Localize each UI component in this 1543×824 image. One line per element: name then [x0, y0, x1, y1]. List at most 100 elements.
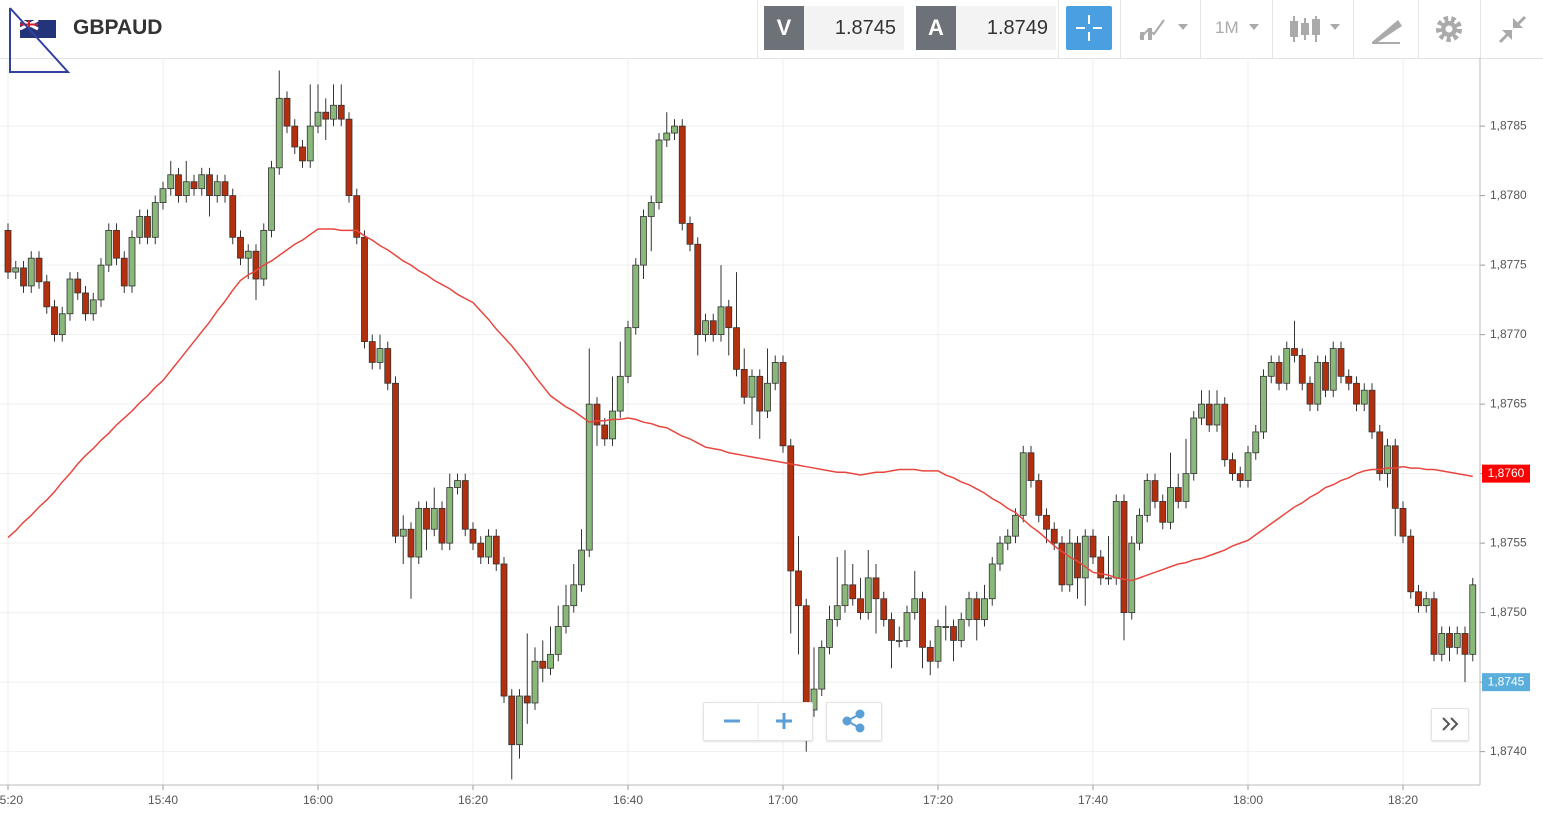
candle-body — [190, 181, 198, 190]
candle-body — [353, 195, 361, 238]
candle-body — [1267, 362, 1275, 377]
timeframe[interactable]: 1M — [1215, 18, 1239, 37]
candle-body — [1089, 535, 1097, 558]
candle-body — [500, 563, 508, 697]
settings-button[interactable] — [1432, 12, 1466, 46]
candle-body — [609, 410, 616, 440]
candle-body — [1384, 445, 1391, 475]
price-tag-label: 1,8760 — [1488, 466, 1525, 480]
x-tick-label: 18:00 — [1233, 793, 1263, 807]
candle-body — [1368, 389, 1376, 433]
candle-body — [1066, 542, 1074, 586]
separator — [1200, 0, 1201, 58]
candle-body — [1322, 362, 1329, 391]
candle-body — [1229, 459, 1236, 475]
ask-label[interactable]: A — [916, 6, 956, 50]
candle-body — [392, 382, 399, 537]
candle-body — [647, 202, 655, 217]
candle-body — [1391, 445, 1399, 509]
candle-body — [43, 281, 51, 308]
candle-body — [655, 139, 663, 203]
candle-body — [1097, 556, 1105, 579]
candle-body — [764, 382, 771, 412]
separator — [1120, 0, 1121, 58]
x-tick-label: 18:20 — [1388, 793, 1418, 807]
candle-body — [771, 362, 779, 384]
candle-type-button[interactable] — [1284, 10, 1344, 48]
symbol: GBPAUD — [73, 16, 163, 39]
candle-body — [221, 181, 229, 197]
zoom-controls — [703, 702, 813, 741]
candles — [4, 70, 1477, 780]
candle-body — [1461, 633, 1469, 655]
candle-body — [1399, 507, 1407, 537]
candle-body — [1174, 487, 1182, 502]
candle-body — [965, 598, 973, 620]
chart-type-button[interactable] — [1130, 12, 1195, 46]
candle-body — [477, 542, 485, 558]
candle-body — [229, 195, 237, 238]
candle-body — [740, 368, 748, 398]
candle-body — [826, 619, 833, 648]
candle-body — [911, 598, 919, 614]
bid-label[interactable]: V — [764, 6, 804, 50]
y-tick-label: 1,8755 — [1490, 535, 1527, 549]
candle-body — [725, 306, 733, 329]
share-button[interactable] — [826, 702, 882, 741]
candle-body — [4, 229, 12, 273]
crosshair-icon — [1076, 15, 1102, 41]
symbol-icon — [9, 7, 71, 73]
candle-body — [1120, 501, 1128, 614]
candle-body — [1136, 514, 1143, 544]
candle-body — [1345, 375, 1353, 384]
candle-body — [97, 264, 105, 301]
candle-body — [1128, 542, 1136, 614]
draw-button[interactable] — [1368, 12, 1404, 46]
candle-body — [748, 375, 756, 398]
candle-body — [934, 626, 942, 662]
candle-body — [206, 174, 213, 197]
ask-price[interactable]: 1.8749 — [956, 6, 1056, 50]
candle-body — [368, 341, 376, 363]
candle-body — [136, 216, 144, 238]
crosshair-button[interactable] — [1066, 6, 1112, 50]
candle-body — [787, 445, 795, 572]
separator — [1480, 0, 1481, 58]
candle-body — [58, 313, 66, 336]
candle-body — [1446, 633, 1453, 648]
candle-body — [919, 598, 926, 648]
candle-body — [849, 584, 857, 600]
candle-body — [1275, 362, 1283, 384]
candle-body — [1306, 382, 1314, 405]
candle-body — [709, 320, 717, 336]
candle-body — [1190, 417, 1198, 475]
candle-body — [182, 181, 190, 197]
candle-body — [1353, 382, 1360, 405]
candle-body — [702, 320, 709, 336]
candle-body — [717, 306, 725, 336]
y-tick-label: 1,8785 — [1490, 118, 1527, 132]
y-tick-label: 1,8780 — [1490, 188, 1527, 202]
candle-body — [1236, 473, 1244, 481]
candle-body — [430, 507, 438, 530]
selection-outline — [9, 7, 71, 73]
bid-price[interactable]: 1.8745 — [804, 6, 904, 50]
candle-body — [1081, 535, 1089, 579]
candle-body — [252, 250, 260, 280]
header: GBPAUD V 1.8745 A 1.8749 1M — [0, 0, 1543, 73]
separator — [1058, 0, 1059, 58]
candle-body — [144, 216, 151, 238]
candle-body — [244, 250, 252, 259]
collapse-button[interactable] — [1494, 12, 1530, 46]
candle-body — [694, 243, 702, 336]
candle-body — [531, 660, 539, 704]
candle-body — [74, 278, 82, 294]
y-tick-label: 1,8770 — [1490, 327, 1527, 341]
candle-body — [384, 348, 392, 384]
scroll-end-button[interactable] — [1431, 708, 1469, 741]
candle-body — [159, 188, 167, 203]
candle-body — [12, 267, 20, 273]
candle-body — [810, 688, 818, 711]
candle-body — [330, 104, 337, 120]
